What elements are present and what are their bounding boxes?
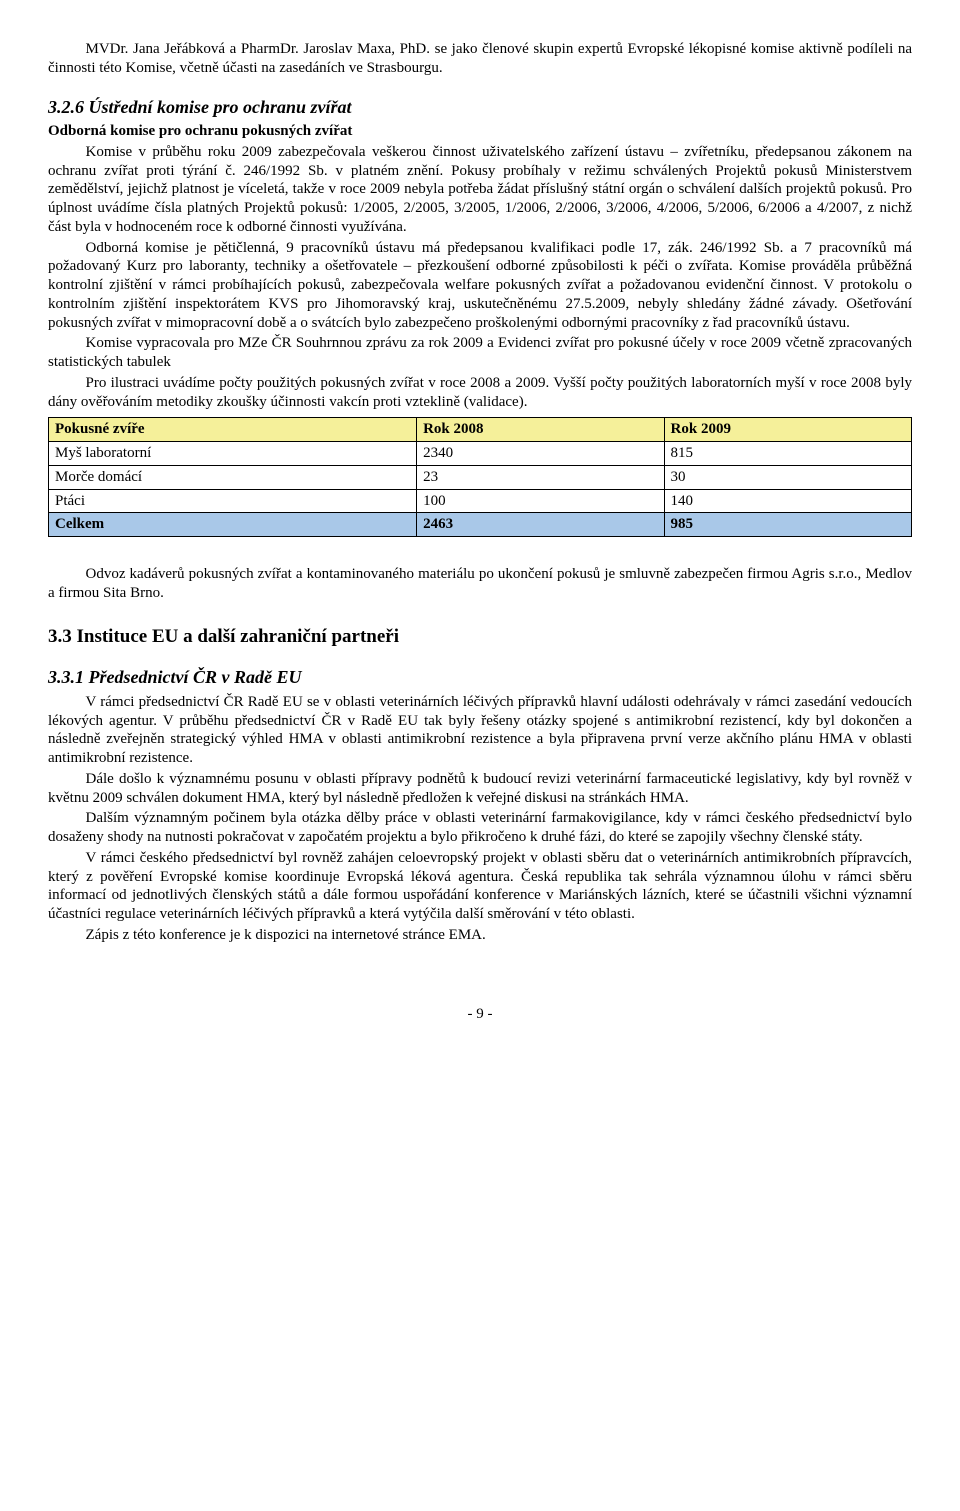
para-331-4: V rámci českého předsednictví byl rovněž… bbox=[48, 849, 912, 924]
table-total-cell: 2463 bbox=[417, 513, 664, 537]
table-header-cell: Rok 2009 bbox=[664, 418, 911, 442]
para-326-1: Komise v průběhu roku 2009 zabezpečovala… bbox=[48, 143, 912, 237]
table-header-cell: Pokusné zvíře bbox=[49, 418, 417, 442]
table-row: Morče domácí2330 bbox=[49, 465, 912, 489]
table-row: Myš laboratorní2340815 bbox=[49, 442, 912, 466]
section-33-title: 3.3 Instituce EU a další zahraniční part… bbox=[48, 625, 912, 649]
para-326-2: Odborná komise je pětičlenná, 9 pracovní… bbox=[48, 239, 912, 333]
section-326-subheading: Odborná komise pro ochranu pokusných zví… bbox=[48, 122, 912, 141]
table-total-cell: Celkem bbox=[49, 513, 417, 537]
section-331-title: 3.3.1 Předsednictví ČR v Radě EU bbox=[48, 666, 912, 689]
animals-table: Pokusné zvířeRok 2008Rok 2009 Myš labora… bbox=[48, 417, 912, 537]
para-326-5: Odvoz kadáverů pokusných zvířat a kontam… bbox=[48, 565, 912, 603]
table-cell: 30 bbox=[664, 465, 911, 489]
table-cell: Myš laboratorní bbox=[49, 442, 417, 466]
table-cell: 100 bbox=[417, 489, 664, 513]
table-cell: 2340 bbox=[417, 442, 664, 466]
intro-paragraph: MVDr. Jana Jeřábková a PharmDr. Jaroslav… bbox=[48, 40, 912, 78]
para-326-4: Pro ilustraci uvádíme počty použitých po… bbox=[48, 374, 912, 412]
para-331-3: Dalším významným počinem byla otázka děl… bbox=[48, 809, 912, 847]
para-326-3: Komise vypracovala pro MZe ČR Souhrnnou … bbox=[48, 334, 912, 372]
table-row: Ptáci100140 bbox=[49, 489, 912, 513]
section-326-title: 3.2.6 Ústřední komise pro ochranu zvířat bbox=[48, 96, 912, 119]
table-header-cell: Rok 2008 bbox=[417, 418, 664, 442]
table-cell: 140 bbox=[664, 489, 911, 513]
page-number: - 9 - bbox=[48, 1005, 912, 1024]
table-cell: Ptáci bbox=[49, 489, 417, 513]
para-331-1: V rámci předsednictví ČR Radě EU se v ob… bbox=[48, 693, 912, 768]
para-331-5: Zápis z této konference je k dispozici n… bbox=[48, 926, 912, 945]
table-total-cell: 985 bbox=[664, 513, 911, 537]
para-331-2: Dále došlo k významnému posunu v oblasti… bbox=[48, 770, 912, 808]
table-total-row: Celkem2463985 bbox=[49, 513, 912, 537]
table-cell: 23 bbox=[417, 465, 664, 489]
table-cell: 815 bbox=[664, 442, 911, 466]
table-cell: Morče domácí bbox=[49, 465, 417, 489]
table-header-row: Pokusné zvířeRok 2008Rok 2009 bbox=[49, 418, 912, 442]
